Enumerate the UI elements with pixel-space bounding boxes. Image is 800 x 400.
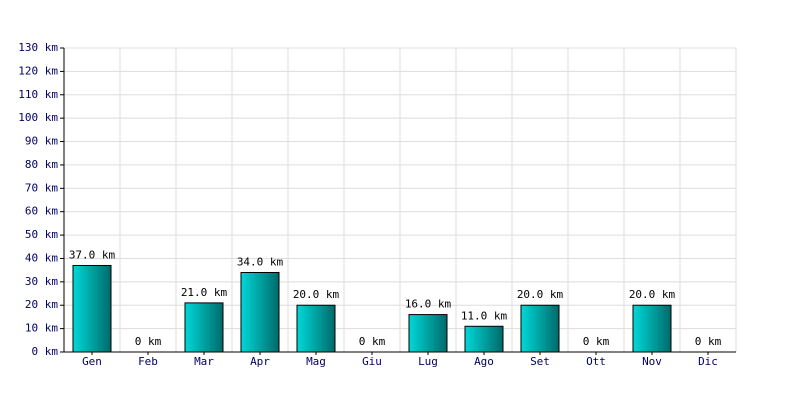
value-label: 0 km: [583, 335, 610, 348]
x-tick-label: Dic: [698, 355, 718, 368]
value-label: 0 km: [135, 335, 162, 348]
x-tick-label: Feb: [138, 355, 158, 368]
bar: [464, 325, 504, 353]
y-tick-label: 100 km: [18, 111, 58, 124]
y-tick-label: 60 km: [25, 205, 58, 218]
x-tick-label: Giu: [362, 355, 382, 368]
x-tick-label: Ott: [586, 355, 606, 368]
bar: [296, 304, 336, 353]
x-tick-label: Apr: [250, 355, 270, 368]
value-label: 34.0 km: [237, 255, 284, 268]
y-tick-label: 0 km: [32, 345, 59, 358]
value-label: 16.0 km: [405, 298, 452, 311]
value-label: 20.0 km: [517, 288, 564, 301]
y-tick-label: 120 km: [18, 64, 58, 77]
x-tick-label: Gen: [82, 355, 102, 368]
bar: [632, 304, 672, 353]
x-tick-label: Mar: [194, 355, 214, 368]
y-tick-label: 50 km: [25, 228, 58, 241]
value-label: 0 km: [695, 335, 722, 348]
y-tick-label: 20 km: [25, 298, 58, 311]
bar: [520, 304, 560, 353]
value-label: 37.0 km: [69, 248, 116, 261]
x-tick-label: Set: [530, 355, 550, 368]
y-tick-label: 80 km: [25, 158, 58, 171]
y-tick-label: 40 km: [25, 251, 58, 264]
value-label: 11.0 km: [461, 309, 508, 322]
x-tick-label: Mag: [306, 355, 326, 368]
y-tick-label: 10 km: [25, 322, 58, 335]
x-tick-label: Ago: [474, 355, 494, 368]
y-tick-label: 130 km: [18, 41, 58, 54]
y-tick-label: 70 km: [25, 181, 58, 194]
y-tick-label: 90 km: [25, 135, 58, 148]
y-tick-label: 110 km: [18, 88, 58, 101]
value-label: 20.0 km: [293, 288, 340, 301]
value-label: 21.0 km: [181, 286, 228, 299]
y-tick-label: 30 km: [25, 275, 58, 288]
value-label: 20.0 km: [629, 288, 676, 301]
value-label: 0 km: [359, 335, 386, 348]
x-tick-label: Lug: [418, 355, 438, 368]
bar: [72, 264, 112, 353]
bar: [240, 271, 280, 353]
bar: [184, 302, 224, 353]
x-tick-label: Nov: [642, 355, 662, 368]
bar: [408, 314, 448, 353]
